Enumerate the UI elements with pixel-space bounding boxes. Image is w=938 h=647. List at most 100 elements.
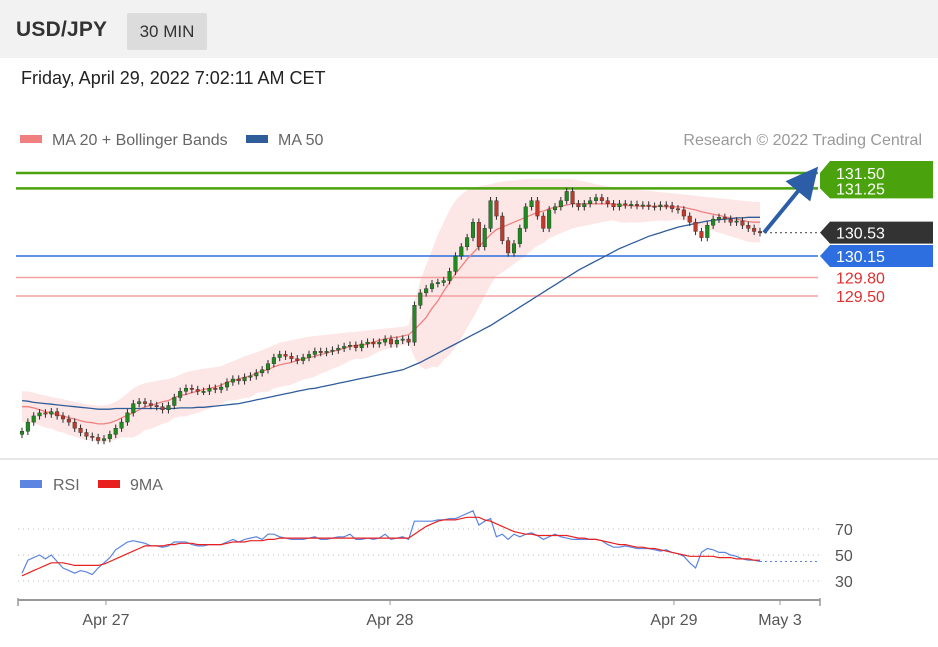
candle	[101, 434, 107, 445]
candle-body	[289, 356, 294, 359]
candle	[564, 187, 569, 205]
bollinger-band-area	[22, 179, 760, 443]
x-tick-label: Apr 27	[82, 612, 129, 629]
chart-timestamp: Friday, April 29, 2022 7:02:11 AM CET	[21, 68, 326, 88]
candle	[25, 418, 30, 435]
candle	[611, 200, 616, 211]
candle	[377, 338, 382, 348]
candle-body	[84, 432, 89, 437]
candle-body	[383, 338, 388, 343]
ma50-legend-swatch	[246, 135, 268, 143]
candle	[166, 401, 171, 414]
candle	[529, 196, 534, 211]
candle	[371, 338, 376, 348]
candle	[705, 221, 710, 242]
candle	[558, 196, 563, 211]
candle	[535, 196, 540, 220]
candle-body	[722, 217, 727, 220]
candle-body	[459, 246, 464, 257]
timeframe-button[interactable]: 30 MIN	[127, 13, 207, 50]
candle-body	[547, 209, 552, 229]
candle	[470, 218, 476, 242]
target-arrow-line	[762, 166, 819, 234]
rsi-legend-swatch	[20, 480, 42, 488]
candle	[295, 355, 300, 365]
candle	[66, 415, 71, 426]
candle-body	[535, 200, 540, 217]
candle-body	[570, 191, 575, 204]
x-tick-label: May 3	[758, 612, 802, 629]
candle	[506, 236, 511, 257]
candle-body	[664, 204, 669, 207]
target-arrow	[762, 166, 819, 234]
candle	[406, 335, 411, 346]
candle	[658, 201, 663, 211]
candle-body	[306, 354, 312, 358]
candle-body	[283, 354, 288, 357]
candle	[195, 385, 200, 396]
candle-body	[25, 421, 30, 432]
candlesticks	[19, 187, 763, 445]
candle	[670, 201, 675, 213]
candle	[183, 384, 189, 396]
candle-body	[588, 200, 593, 204]
candle	[125, 409, 130, 426]
candle-body	[265, 363, 271, 370]
candle	[757, 227, 763, 237]
candle	[142, 398, 148, 408]
rsi-ma-line	[21, 516, 760, 577]
candle-body	[43, 412, 48, 415]
candle-body	[377, 341, 382, 345]
candle-body	[511, 243, 517, 254]
candle	[646, 201, 651, 210]
candle	[652, 202, 657, 211]
candle	[254, 369, 259, 380]
candle	[365, 338, 370, 348]
candle-body	[55, 411, 60, 417]
candle	[383, 335, 388, 346]
candle	[394, 336, 399, 348]
candle-body	[435, 282, 440, 284]
candle-body	[752, 228, 757, 232]
candle-body	[734, 220, 739, 223]
candle-body	[523, 206, 528, 229]
candle	[593, 193, 599, 205]
candle	[318, 347, 323, 357]
candle-body	[629, 204, 634, 206]
rsi-legend-label: RSI	[53, 477, 80, 494]
pivot-price-badge	[820, 245, 933, 268]
candle-body	[19, 431, 25, 435]
candle	[230, 375, 235, 386]
candle-body	[324, 351, 329, 353]
candle-body	[693, 221, 698, 232]
candle	[547, 206, 552, 233]
candle-body	[60, 415, 66, 420]
candle-body	[347, 345, 353, 347]
candle	[453, 252, 458, 276]
candle-body	[711, 218, 716, 226]
candle	[283, 350, 288, 360]
candle-body	[705, 225, 710, 238]
candle-body	[465, 237, 470, 247]
rsi-ma-legend-label: 9MA	[130, 477, 163, 494]
candle-body	[236, 378, 241, 382]
candle	[740, 217, 745, 229]
candle-body	[207, 388, 212, 392]
candle	[60, 412, 66, 423]
candle	[277, 350, 282, 362]
candle-body	[634, 204, 640, 206]
candle-body	[330, 349, 335, 352]
candle	[424, 284, 429, 297]
candle-body	[148, 403, 153, 406]
rsi-tick-50: 50	[835, 548, 853, 565]
candle-body	[178, 391, 183, 398]
candle	[37, 409, 42, 420]
x-tick-label: Apr 28	[366, 612, 413, 629]
candle	[482, 224, 487, 251]
candle-body	[260, 369, 265, 374]
candle-body	[500, 215, 505, 241]
candle	[49, 407, 54, 418]
candle-body	[137, 401, 142, 404]
candle-body	[388, 338, 394, 345]
